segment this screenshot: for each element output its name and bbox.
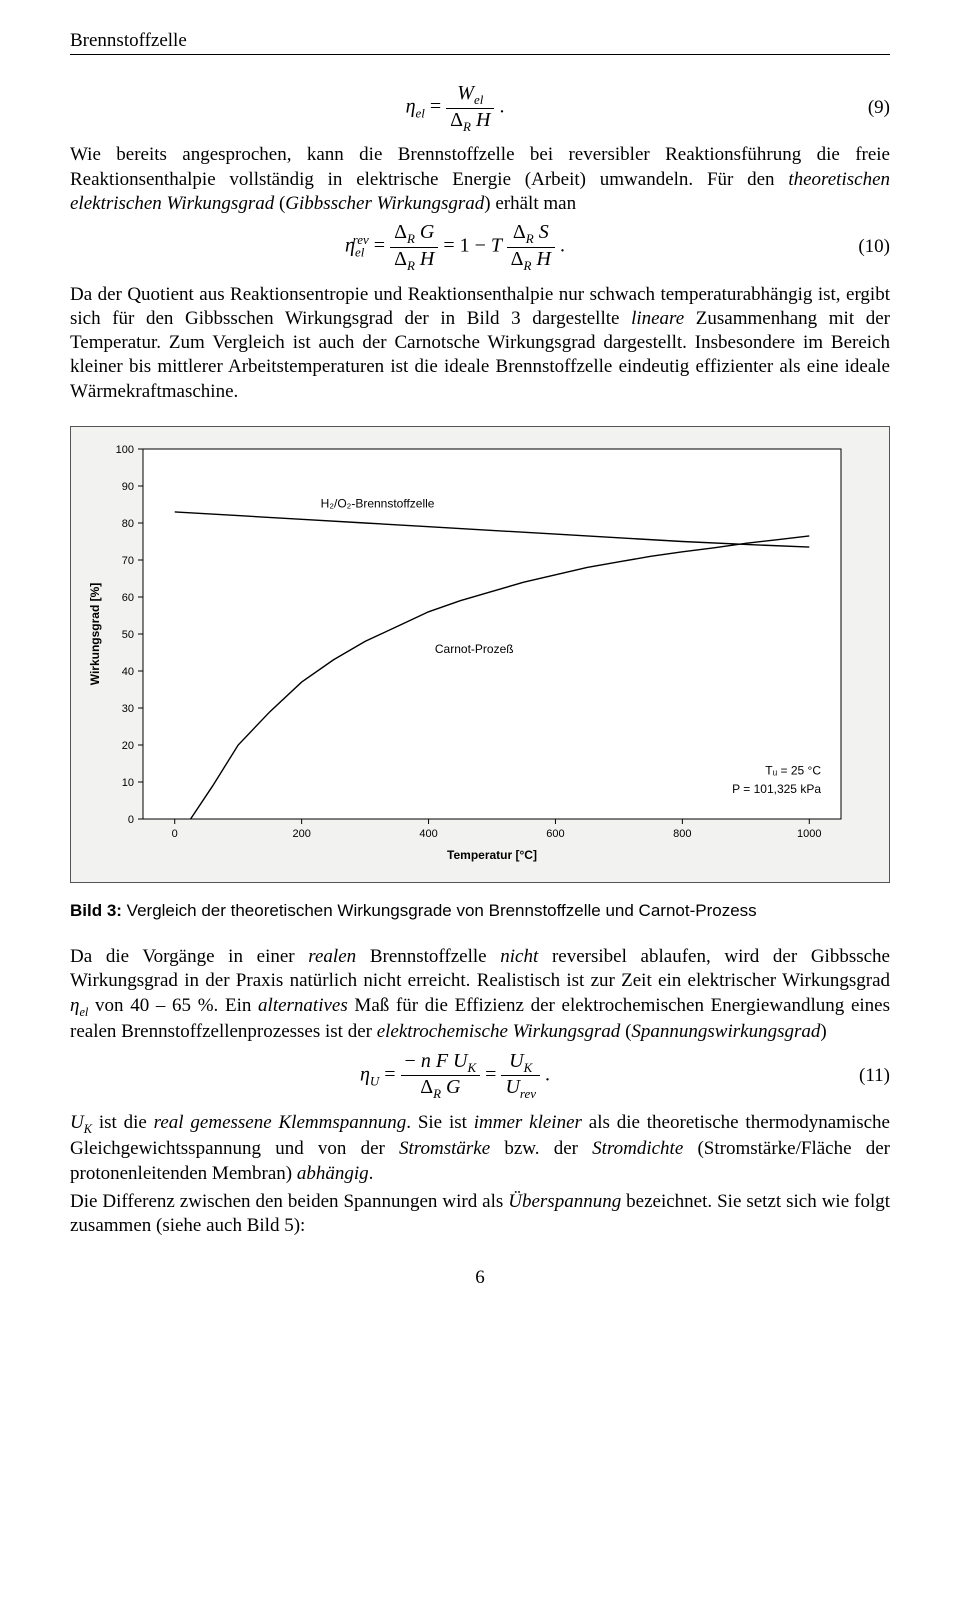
- svg-text:20: 20: [122, 740, 134, 752]
- chart-svg: 010203040506070809010002004006008001000T…: [81, 437, 861, 867]
- paragraph-3: Da die Vorgänge in einer realen Brennsto…: [70, 945, 890, 1045]
- svg-text:400: 400: [419, 828, 437, 840]
- eq9-num-sym: W: [457, 82, 474, 104]
- chart-efficiency-vs-temperature: 010203040506070809010002004006008001000T…: [70, 426, 890, 883]
- paragraph-5: Die Differenz zwischen den beiden Spannu…: [70, 1190, 890, 1239]
- svg-text:40: 40: [122, 666, 134, 678]
- svg-text:0: 0: [172, 828, 178, 840]
- eq9-lhs-sym: η: [406, 96, 416, 118]
- svg-text:Temperatur [°C]: Temperatur [°C]: [447, 848, 537, 862]
- paragraph-1: Wie bereits angesprochen, kann die Brenn…: [70, 143, 890, 216]
- svg-text:600: 600: [546, 828, 564, 840]
- svg-text:50: 50: [122, 629, 134, 641]
- svg-text:100: 100: [116, 444, 134, 456]
- svg-text:80: 80: [122, 518, 134, 530]
- paragraph-4: UK ist die real gemessene Klemmspannung.…: [70, 1111, 890, 1186]
- svg-text:Wirkungsgrad [%]: Wirkungsgrad [%]: [88, 583, 102, 686]
- equation-10-number: (10): [840, 236, 890, 258]
- running-head: Brennstoffzelle: [70, 30, 890, 55]
- svg-text:H₂/O₂-Brennstoffzelle: H₂/O₂-Brennstoffzelle: [321, 497, 435, 511]
- equation-10: ηelrev = ΔR G ΔR H = 1 − T ΔR S ΔR H . (…: [70, 222, 890, 272]
- eq9-den-delta: Δ: [450, 109, 463, 131]
- svg-text:60: 60: [122, 592, 134, 604]
- svg-text:30: 30: [122, 703, 134, 715]
- svg-text:800: 800: [673, 828, 691, 840]
- svg-text:1000: 1000: [797, 828, 821, 840]
- eq9-lhs-sub: el: [415, 106, 424, 121]
- svg-text:Tᵤ = 25 °C: Tᵤ = 25 °C: [765, 764, 821, 778]
- equation-9-number: (9): [840, 97, 890, 119]
- figure-3-caption: Bild 3: Vergleich der theoretischen Wirk…: [70, 901, 890, 921]
- eq9-den-sym: H: [476, 109, 490, 131]
- equation-11-number: (11): [840, 1065, 890, 1087]
- equation-11: ηU = − n F UK ΔR G = UK Urev . (11): [70, 1051, 890, 1101]
- svg-text:0: 0: [128, 814, 134, 826]
- svg-text:Carnot-Prozeß: Carnot-Prozeß: [435, 642, 514, 656]
- svg-text:10: 10: [122, 777, 134, 789]
- svg-text:200: 200: [292, 828, 310, 840]
- eq9-num-sub: el: [474, 92, 483, 107]
- svg-text:70: 70: [122, 555, 134, 567]
- eq9-den-delta-sub: R: [463, 119, 471, 134]
- svg-text:P = 101,325 kPa: P = 101,325 kPa: [732, 782, 821, 796]
- paragraph-2: Da der Quotient aus Reaktionsentropie un…: [70, 283, 890, 405]
- page-number: 6: [70, 1267, 890, 1289]
- svg-text:90: 90: [122, 481, 134, 493]
- equation-9: ηel = Wel ΔR H . (9): [70, 83, 890, 133]
